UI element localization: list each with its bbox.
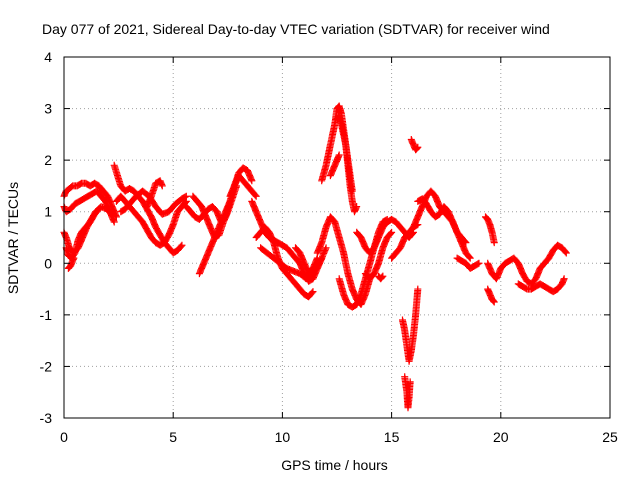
data-point-marker: [561, 248, 569, 256]
data-point-marker: [248, 177, 256, 185]
data-point-marker: [490, 298, 498, 306]
data-point-marker: [413, 144, 421, 152]
data-point-marker: [560, 275, 568, 283]
data-point-marker: [414, 143, 422, 151]
y-tick-label: 1: [44, 204, 52, 220]
data-point-marker: [474, 260, 482, 268]
data-point-marker: [378, 273, 386, 281]
data-point-marker: [182, 192, 190, 200]
data-point-marker: [178, 241, 186, 249]
data-point-marker: [414, 285, 422, 293]
data-point-marker: [335, 151, 343, 159]
data-point-marker: [466, 254, 474, 262]
x-tick-label: 5: [169, 429, 177, 445]
data-point-marker: [377, 274, 385, 282]
x-tick-label: 10: [275, 429, 291, 445]
data-point-marker: [490, 239, 498, 247]
y-axis-label: SDTVAR / TECUs: [5, 182, 21, 294]
y-tick-label: 3: [44, 101, 52, 117]
data-point-marker: [462, 239, 470, 247]
data-point-marker: [322, 244, 330, 252]
data-point-marker: [406, 378, 414, 386]
data-point-marker: [465, 253, 473, 261]
y-tick-label: -2: [40, 358, 53, 374]
data-point-marker: [158, 182, 166, 190]
y-tick-label: -3: [40, 410, 53, 426]
data-point-marker: [348, 187, 356, 195]
x-axis-label: GPS time / hours: [281, 457, 388, 473]
data-series: [60, 102, 570, 412]
x-tick-label: 0: [60, 429, 68, 445]
data-point-marker: [490, 297, 497, 305]
x-tick-label: 25: [602, 429, 618, 445]
plot-frame: [63, 56, 611, 419]
data-point-marker: [252, 192, 260, 200]
axes: 0 5 10 15 20 25 -3 -2 -1 0 1 2 3 4: [40, 49, 618, 445]
data-point-marker: [110, 218, 118, 226]
y-tick-label: -1: [40, 307, 53, 323]
data-point-marker: [562, 249, 570, 257]
data-point-marker: [107, 209, 115, 217]
data-point-marker: [309, 288, 317, 296]
y-tick-label: 2: [44, 152, 52, 168]
data-point-marker: [177, 242, 185, 250]
chart-title: Day 077 of 2021, Sidereal Day-to-day VTE…: [42, 21, 550, 37]
x-tick-label: 20: [493, 429, 509, 445]
data-point-marker: [379, 272, 387, 280]
data-point-marker: [95, 205, 103, 213]
y-tick-label: 4: [44, 49, 52, 65]
data-point-marker: [94, 206, 102, 214]
data-point-marker: [70, 254, 78, 262]
data-point-marker: [461, 238, 469, 246]
data-point-marker: [475, 259, 483, 267]
data-point-marker: [353, 203, 361, 211]
data-point-marker: [181, 193, 189, 201]
data-point-marker: [387, 229, 395, 237]
data-point-marker: [108, 210, 116, 218]
y-tick-label: 0: [44, 255, 52, 271]
x-tick-label: 15: [384, 429, 400, 445]
data-point-marker: [308, 289, 316, 297]
data-point-marker: [251, 191, 259, 199]
data-point-marker: [388, 228, 396, 236]
